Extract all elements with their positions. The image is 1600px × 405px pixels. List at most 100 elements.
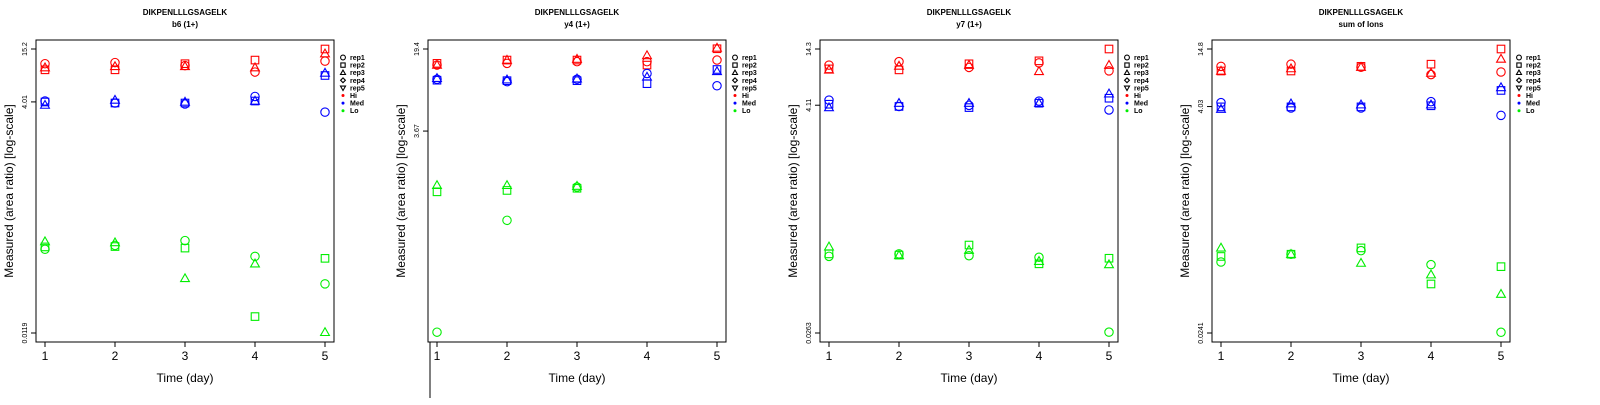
data-point — [1285, 248, 1297, 258]
x-tick-label: 1 — [1218, 349, 1225, 363]
data-point — [250, 91, 260, 102]
x-tick-label: 5 — [322, 349, 329, 363]
chart-title: DIKPENLLLGSAGELK — [143, 8, 228, 17]
x-tick-label: 3 — [574, 349, 581, 363]
data-point — [1496, 110, 1506, 121]
legend-symbol — [340, 62, 346, 68]
y-axis-label: Measured (area ratio) [log-scale] — [2, 104, 16, 277]
data-point — [39, 99, 51, 109]
data-point — [320, 279, 330, 289]
legend-symbol — [339, 68, 347, 76]
data-point — [1285, 62, 1297, 73]
legend-label: rep4 — [1526, 78, 1541, 85]
x-axis-label: Time (day) — [549, 371, 606, 385]
data-point — [180, 235, 190, 246]
data-point — [1496, 262, 1506, 271]
x-tick-label: 2 — [112, 349, 119, 363]
data-point — [894, 65, 904, 75]
chart-panel: DIKPENLLLGSAGELK b6 (1+) 1 2 3 4 5 Time (day) 0.… — [2, 8, 365, 385]
chart-panel: DIKPENLLLGSAGELK y4 (1+) 1 2 3 4 5 Time (day) 3.… — [394, 8, 757, 385]
data-point — [964, 103, 974, 112]
x-tick-label: 2 — [504, 349, 511, 363]
data-point — [1425, 98, 1437, 109]
data-point — [502, 186, 512, 195]
data-point — [1216, 257, 1226, 267]
data-point — [571, 180, 583, 190]
legend-label: Hi — [350, 93, 357, 100]
legend-symbol — [731, 68, 739, 76]
legend-label: rep2 — [350, 63, 365, 70]
data-point — [712, 81, 722, 91]
legend-symbol — [340, 54, 346, 61]
data-point — [824, 99, 834, 109]
legend-symbol — [1123, 68, 1131, 76]
x-tick-label: 1 — [42, 349, 49, 363]
data-point — [823, 101, 835, 112]
data-point — [1034, 56, 1044, 66]
legend-label: rep4 — [1134, 78, 1149, 85]
data-point — [641, 71, 653, 81]
data-point — [1104, 66, 1114, 76]
legend-dot — [341, 94, 345, 97]
legend-symbol — [1515, 85, 1523, 92]
legend-label: Med — [1134, 101, 1148, 108]
data-point — [320, 44, 330, 54]
data-point — [39, 235, 51, 246]
legend-dot — [733, 94, 737, 97]
legend-label: rep2 — [1134, 63, 1149, 70]
data-point — [641, 49, 653, 60]
data-point — [823, 241, 835, 251]
legend-symbol — [731, 77, 739, 84]
data-point — [40, 242, 50, 252]
data-point — [963, 244, 975, 254]
legend-symbol — [339, 77, 347, 84]
legend-dot — [733, 101, 737, 105]
data-point — [1426, 69, 1436, 80]
chart-title: DIKPENLLLGSAGELK — [927, 8, 1012, 17]
x-axis-label: Time (day) — [1333, 371, 1390, 385]
legend-dot — [341, 109, 345, 113]
data-point — [1496, 327, 1506, 338]
legend-label: rep5 — [1526, 85, 1541, 92]
data-point — [711, 42, 723, 52]
legend-dot — [1125, 109, 1129, 113]
data-point — [1426, 279, 1436, 289]
data-point — [250, 312, 260, 321]
data-point — [319, 326, 331, 337]
data-point — [110, 57, 120, 68]
data-point — [711, 65, 723, 76]
legend-label: Med — [742, 101, 756, 108]
legend-dot — [1125, 94, 1129, 97]
data-point — [1104, 105, 1114, 115]
data-point — [501, 73, 513, 84]
data-point — [110, 242, 120, 251]
legend-label: Hi — [742, 93, 749, 100]
x-tick-label: 1 — [434, 349, 441, 363]
data-point — [1355, 98, 1367, 109]
legend-label: rep5 — [350, 85, 365, 92]
data-point — [249, 61, 261, 72]
chart-subtitle: sum of Ions — [1339, 20, 1384, 29]
y-tick-label: 15.2 — [22, 42, 29, 56]
data-point — [1033, 65, 1045, 76]
legend-label: rep1 — [1134, 55, 1149, 62]
data-point — [893, 249, 905, 260]
x-tick-label: 1 — [826, 349, 833, 363]
data-point — [964, 100, 974, 111]
data-point — [40, 97, 50, 107]
data-point — [1033, 255, 1045, 265]
data-point — [180, 59, 190, 69]
plot-frame — [1211, 39, 1511, 343]
legend-label: Hi — [1526, 93, 1533, 100]
y-axis-label: Measured (area ratio) [log-scale] — [786, 104, 800, 277]
legend-label: rep3 — [1526, 70, 1541, 77]
legend-symbol — [1516, 62, 1522, 68]
data-point — [501, 54, 513, 64]
legend-label: Lo — [1134, 108, 1143, 115]
data-point — [712, 44, 722, 54]
y-tick-label: 19.4 — [414, 42, 421, 56]
data-point — [1215, 103, 1227, 113]
legend-symbol — [1515, 68, 1523, 76]
y-tick-label: 14.8 — [1198, 42, 1205, 56]
